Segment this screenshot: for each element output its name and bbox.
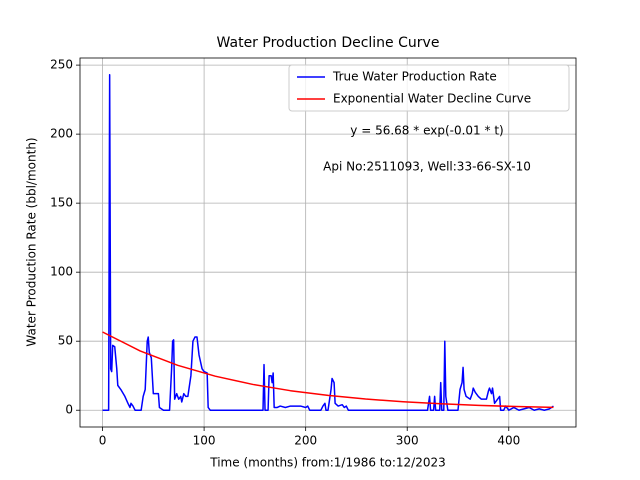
y-tick-label: 0 <box>65 403 73 417</box>
data-line <box>102 331 554 409</box>
y-tick-label: 150 <box>50 196 73 210</box>
x-tick-label: 200 <box>294 434 317 448</box>
annotation: y = 56.68 * exp(-0.01 * t) <box>350 124 503 138</box>
y-tick-label: 200 <box>50 127 73 141</box>
annotation: Api No:2511093, Well:33-66-SX-10 <box>323 160 531 174</box>
legend-box <box>288 64 570 112</box>
data-line <box>102 74 554 411</box>
x-tick-label: 400 <box>497 434 520 448</box>
x-axis-label: Time (months) from:1/1986 to:12/2023 <box>209 456 446 470</box>
x-tick-label: 0 <box>99 434 107 448</box>
x-tick-label: 300 <box>396 434 419 448</box>
legend-label: Exponential Water Decline Curve <box>333 92 531 106</box>
y-tick-label: 250 <box>50 58 73 72</box>
plot-frame <box>79 57 577 428</box>
chart-title: Water Production Decline Curve <box>217 35 440 51</box>
x-tick-label: 100 <box>193 434 216 448</box>
y-tick-label: 100 <box>50 265 73 279</box>
legend-label: True Water Production Rate <box>332 70 497 84</box>
y-tick-label: 50 <box>58 334 73 348</box>
y-axis-label: Water Production Rate (bbl/month) <box>25 137 39 346</box>
